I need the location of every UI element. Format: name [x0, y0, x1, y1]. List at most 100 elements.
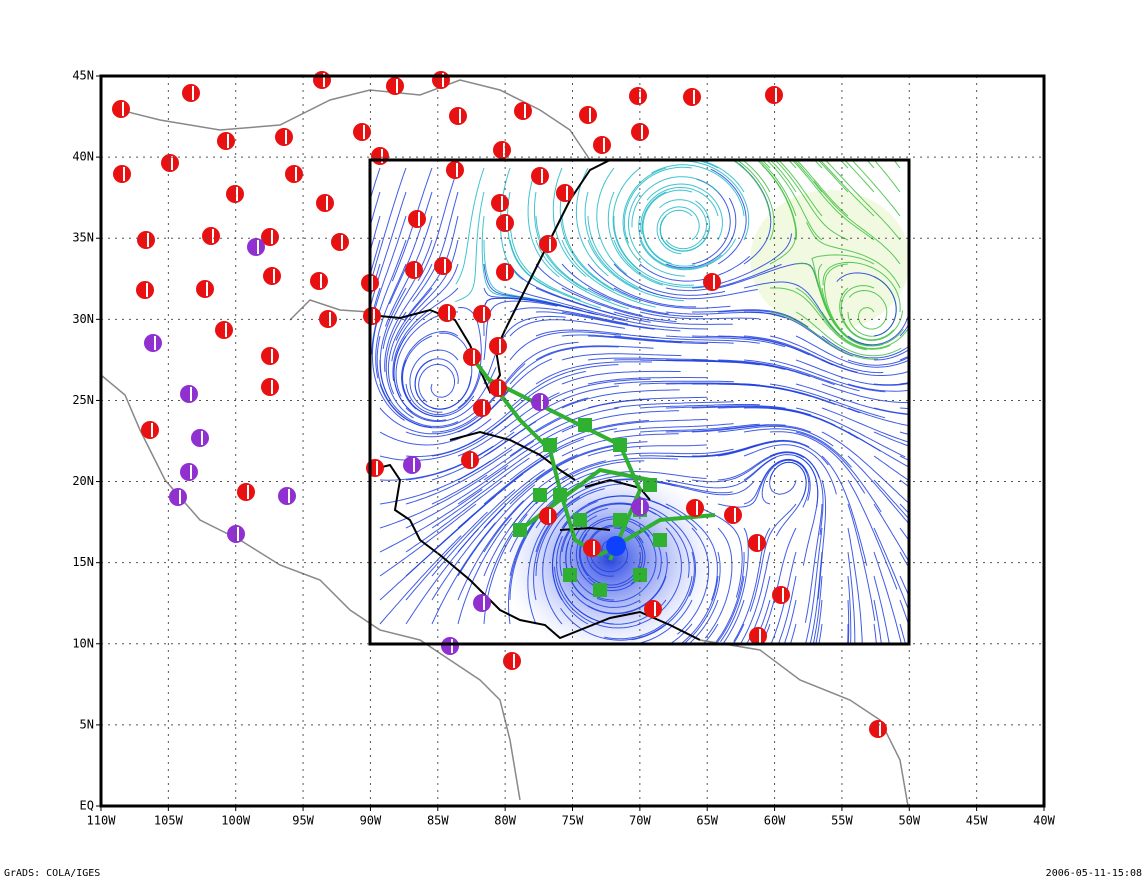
- streamline: [418, 363, 455, 403]
- streamline: [847, 479, 898, 590]
- streamline: [665, 456, 777, 489]
- streamline: [613, 380, 734, 385]
- streamline: [457, 517, 513, 625]
- streamline: [899, 355, 909, 361]
- track-point: [643, 478, 657, 492]
- streamline: [720, 527, 749, 642]
- y-tick-label: 35N: [72, 231, 94, 245]
- streamline: [821, 311, 909, 350]
- station-red: [112, 100, 130, 118]
- station-red: [196, 280, 214, 298]
- streamline: [847, 383, 909, 392]
- coastline: [100, 374, 521, 801]
- streamline: [405, 511, 488, 601]
- streamline: [535, 460, 645, 505]
- streamline: [578, 518, 650, 577]
- streamline: [561, 311, 681, 332]
- streamline: [873, 599, 882, 644]
- streamline: [405, 366, 483, 416]
- station-red: [514, 102, 532, 120]
- streamline: [379, 535, 462, 625]
- station-red: [202, 227, 220, 245]
- footer-right: 2006-05-11-15:08: [1046, 868, 1142, 879]
- station-red: [772, 586, 790, 604]
- y-tick-label: EQ: [80, 799, 94, 813]
- streamline: [509, 307, 629, 325]
- x-tick-label: 90W: [360, 814, 382, 828]
- streamline: [822, 261, 901, 313]
- streamline: [535, 345, 654, 361]
- streamline: [843, 160, 875, 193]
- streamline: [783, 599, 797, 644]
- streamline: [692, 309, 809, 328]
- x-tick-label: 85W: [427, 814, 449, 828]
- streamline: [639, 311, 760, 320]
- streamline: [535, 329, 655, 339]
- track-point: [578, 418, 592, 432]
- station-red: [275, 128, 293, 146]
- streamline: [455, 167, 485, 285]
- streamline: [385, 311, 414, 419]
- streamline: [744, 311, 853, 357]
- streamline: [715, 575, 745, 644]
- streamline: [392, 287, 459, 382]
- streamline: [457, 484, 536, 577]
- streamline: [613, 239, 715, 288]
- streamline: [607, 191, 664, 286]
- storm-shade: [500, 465, 720, 644]
- shading: [500, 190, 909, 644]
- streamline: [379, 418, 492, 446]
- streamline: [613, 401, 734, 409]
- streamline: [873, 479, 909, 520]
- station-purple: [441, 637, 459, 655]
- station-red: [531, 167, 549, 185]
- streamline: [535, 378, 651, 409]
- streamline: [769, 311, 879, 360]
- track-point: [553, 488, 567, 502]
- streamline: [509, 460, 607, 529]
- streamline: [405, 464, 509, 529]
- streamline: [899, 455, 909, 462]
- streamline: [391, 263, 459, 362]
- streamline: [847, 599, 850, 644]
- streamline: [631, 551, 695, 641]
- x-tick-label: 75W: [562, 814, 584, 828]
- streamline: [692, 439, 810, 457]
- streamline: [821, 383, 909, 404]
- station-red: [461, 451, 479, 469]
- x-tick-label: 95W: [292, 814, 314, 828]
- streamline: [817, 160, 849, 193]
- streamline: [387, 287, 433, 395]
- streamline: [665, 424, 786, 433]
- streamline: [483, 438, 585, 505]
- x-tick-label: 60W: [764, 814, 786, 828]
- streamline: [640, 186, 719, 234]
- streamline: [633, 599, 693, 644]
- streamline: [483, 370, 586, 433]
- streamline: [483, 263, 583, 311]
- analysis-frame: [368, 158, 911, 646]
- station-red: [749, 627, 767, 645]
- streamline: [681, 160, 750, 241]
- station-red: [386, 77, 404, 95]
- streamline: [665, 263, 782, 292]
- streamline: [873, 431, 909, 447]
- streamline: [795, 455, 819, 566]
- y-tick-label: 15N: [72, 555, 94, 569]
- streamline: [665, 503, 718, 601]
- streamline: [561, 263, 669, 315]
- streamline: [587, 287, 703, 317]
- streamline: [587, 263, 697, 308]
- station-red: [869, 720, 887, 738]
- streamline: [847, 311, 909, 346]
- streamline: [481, 215, 533, 301]
- streamline: [847, 575, 852, 644]
- streamline: [639, 404, 760, 409]
- streamline: [691, 359, 811, 378]
- streamline: [412, 191, 459, 303]
- streamline: [769, 461, 807, 501]
- streamline: [717, 425, 834, 447]
- streamline: [873, 455, 909, 482]
- station-red: [182, 84, 200, 102]
- station-purple: [247, 238, 265, 256]
